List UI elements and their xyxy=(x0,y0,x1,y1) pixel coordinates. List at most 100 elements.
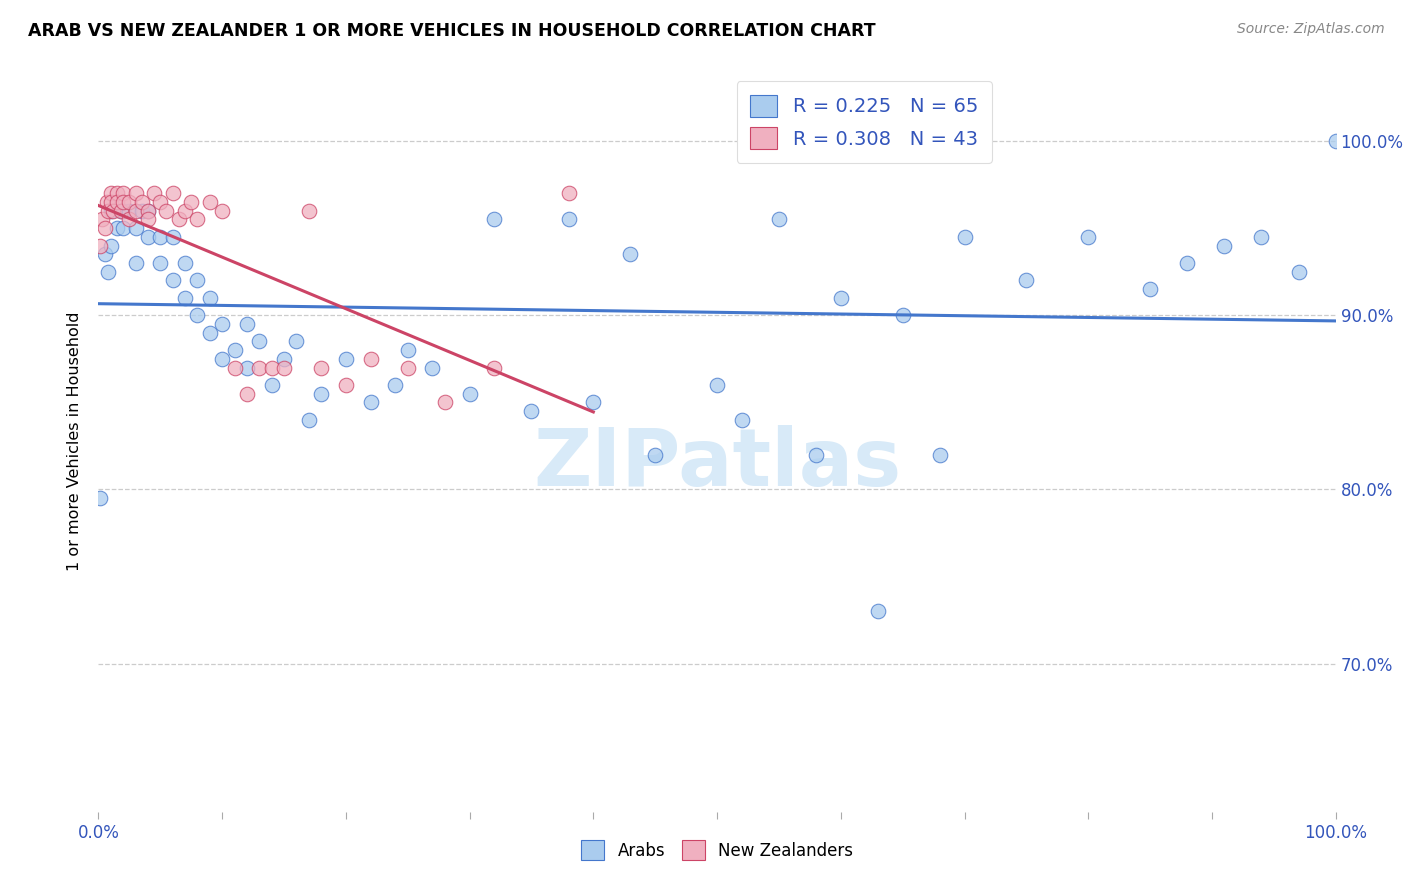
Point xyxy=(396,360,419,375)
Point xyxy=(136,212,159,227)
Point xyxy=(433,395,456,409)
Point xyxy=(105,221,128,235)
Point xyxy=(236,360,259,375)
Point xyxy=(236,317,259,331)
Point xyxy=(335,378,357,392)
Point xyxy=(149,256,172,270)
Point xyxy=(360,395,382,409)
Point xyxy=(97,265,120,279)
Point xyxy=(118,194,141,209)
Point xyxy=(112,203,135,218)
Point xyxy=(335,351,357,366)
Point xyxy=(93,247,115,261)
Point xyxy=(162,230,184,244)
Point xyxy=(100,186,122,201)
Point xyxy=(149,230,172,244)
Text: ARAB VS NEW ZEALANDER 1 OR MORE VEHICLES IN HOUSEHOLD CORRELATION CHART: ARAB VS NEW ZEALANDER 1 OR MORE VEHICLES… xyxy=(28,22,876,40)
Point xyxy=(422,360,444,375)
Point xyxy=(582,395,605,409)
Point xyxy=(1077,230,1099,244)
Point xyxy=(174,203,197,218)
Point xyxy=(131,203,153,218)
Point xyxy=(180,194,202,209)
Point xyxy=(100,203,122,218)
Point xyxy=(91,212,114,227)
Point xyxy=(211,351,233,366)
Point xyxy=(953,230,976,244)
Point xyxy=(112,186,135,201)
Point xyxy=(89,491,111,505)
Point xyxy=(731,413,754,427)
Point xyxy=(131,194,153,209)
Point xyxy=(136,230,159,244)
Point xyxy=(211,317,233,331)
Point xyxy=(1250,230,1272,244)
Y-axis label: 1 or more Vehicles in Household: 1 or more Vehicles in Household xyxy=(67,312,83,571)
Point xyxy=(124,221,146,235)
Point xyxy=(198,291,221,305)
Point xyxy=(100,238,122,252)
Point xyxy=(93,221,115,235)
Point xyxy=(644,448,666,462)
Point xyxy=(1015,273,1038,287)
Point xyxy=(118,203,141,218)
Point xyxy=(458,386,481,401)
Point xyxy=(136,203,159,218)
Point xyxy=(928,448,950,462)
Point xyxy=(1288,265,1310,279)
Point xyxy=(247,360,270,375)
Point xyxy=(224,343,246,357)
Point xyxy=(174,291,197,305)
Point xyxy=(110,203,132,218)
Point xyxy=(186,212,208,227)
Point xyxy=(174,256,197,270)
Point xyxy=(260,378,283,392)
Point xyxy=(557,212,579,227)
Point xyxy=(136,203,159,218)
Point xyxy=(247,334,270,349)
Text: Source: ZipAtlas.com: Source: ZipAtlas.com xyxy=(1237,22,1385,37)
Point xyxy=(1175,256,1198,270)
Point xyxy=(484,360,506,375)
Point xyxy=(298,413,321,427)
Point xyxy=(198,326,221,340)
Point xyxy=(830,291,852,305)
Point xyxy=(100,194,122,209)
Point xyxy=(89,238,111,252)
Point xyxy=(124,256,146,270)
Point xyxy=(484,212,506,227)
Point xyxy=(211,203,233,218)
Point xyxy=(1324,134,1347,148)
Point xyxy=(273,360,295,375)
Point xyxy=(1213,238,1236,252)
Point xyxy=(520,404,543,418)
Point xyxy=(198,194,221,209)
Point xyxy=(224,360,246,375)
Point xyxy=(186,308,208,322)
Point xyxy=(384,378,406,392)
Point xyxy=(162,273,184,287)
Point xyxy=(891,308,914,322)
Point xyxy=(112,221,135,235)
Point xyxy=(557,186,579,201)
Point xyxy=(124,203,146,218)
Point xyxy=(103,203,125,218)
Point xyxy=(105,186,128,201)
Point xyxy=(105,194,128,209)
Point xyxy=(619,247,641,261)
Point xyxy=(1139,282,1161,296)
Point xyxy=(309,360,332,375)
Point xyxy=(143,186,166,201)
Point xyxy=(118,212,141,227)
Point xyxy=(804,448,827,462)
Point xyxy=(768,212,790,227)
Point xyxy=(110,203,132,218)
Point xyxy=(112,194,135,209)
Point xyxy=(866,604,889,618)
Point xyxy=(273,351,295,366)
Point xyxy=(155,203,177,218)
Point xyxy=(706,378,728,392)
Point xyxy=(309,386,332,401)
Point xyxy=(162,186,184,201)
Point xyxy=(96,194,118,209)
